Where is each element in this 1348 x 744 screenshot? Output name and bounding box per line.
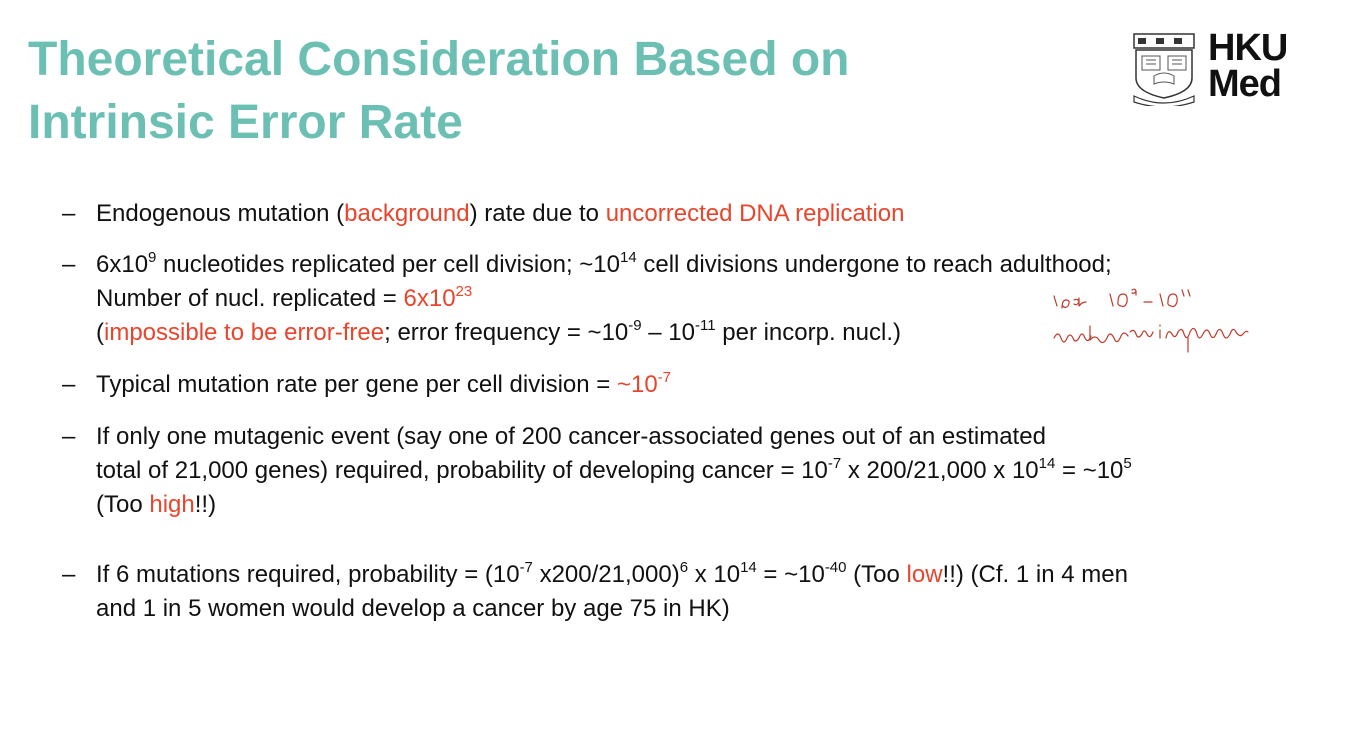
text-run: If 6 mutations required, probability = (… [96,561,520,588]
text-run: ( [96,319,104,346]
bullet-dash: – [62,561,76,588]
highlight-uncorrected-dna-replication: uncorrected DNA replication [605,200,905,227]
bullet-dash: – [62,371,76,398]
bullet-text: 6x109 nucleotides replicated per cell di… [96,248,1112,350]
superscript: 14 [620,249,637,266]
text-run: ; error frequency = ~10 [384,319,629,346]
text-run: total of 21,000 genes) required, probabi… [96,457,828,484]
bullet-text: Typical mutation rate per gene per cell … [96,368,671,402]
logo-line-1: HKU [1208,27,1288,69]
text-run: !!) [194,491,217,518]
text-run: = ~10 [756,561,825,588]
hku-med-logo: HKU Med [1128,28,1304,108]
text-line: 6x109 nucleotides replicated per cell di… [96,248,1112,282]
superscript: -40 [824,559,847,576]
superscript: -9 [628,317,642,334]
text-run: – 10 [641,319,695,346]
logo-line-2: Med [1208,63,1282,105]
text-run: nucleotides replicated per cell division… [156,251,620,278]
university-crest-icon [1133,33,1195,106]
text-line: If 6 mutations required, probability = (… [96,558,1128,592]
bullet-text: Endogenous mutation (background) rate du… [96,197,905,231]
text-run: !!) (Cf. 1 in 4 men [942,561,1128,588]
superscript: -7 [657,369,672,386]
highlight-total-replicated: 6x10 [403,285,456,312]
text-line: total of 21,000 genes) required, probabi… [96,454,1132,488]
bullet-dash: – [62,251,76,278]
superscript: 14 [1038,455,1056,472]
superscript: -11 [695,317,716,334]
text-run: Endogenous mutation ( [96,200,345,227]
text-line: (impossible to be error-free; error freq… [96,316,1112,350]
text-run: per incorp. nucl.) [715,319,901,346]
title-line-1: Theoretical Consideration Based on [28,33,850,86]
superscript: 23 [455,283,473,300]
superscript: 14 [740,559,757,576]
text-run: cell divisions undergone to reach adulth… [636,251,1112,278]
bullet-text: If 6 mutations required, probability = (… [96,558,1128,626]
slide-title: Theoretical Consideration Based on Intri… [28,28,849,154]
logo-text: HKU Med [1208,27,1288,105]
text-run: 6x10 [96,251,149,278]
superscript: 5 [1123,455,1132,472]
handwritten-annotation [1053,288,1249,353]
bullet-text: If only one mutagenic event (say one of … [96,420,1132,522]
highlight-mutation-rate: ~10 [616,371,658,398]
bullet-dash: – [62,200,76,227]
text-run: ) rate due to [469,200,606,227]
text-run: Number of nucl. replicated = [96,285,404,312]
superscript: 9 [148,249,157,266]
bullet-dash: – [62,423,76,450]
text-run: = ~10 [1055,457,1124,484]
text-line: Number of nucl. replicated = 6x1023 [96,282,1112,316]
text-line: and 1 in 5 women would develop a cancer … [96,595,730,622]
superscript: -7 [827,455,842,472]
highlight-background: background [344,200,470,227]
title-line-2: Intrinsic Error Rate [28,96,463,149]
text-run: (Too [96,491,150,518]
text-line: (Too high!!) [96,488,1132,522]
text-line: If only one mutagenic event (say one of … [96,423,1046,450]
highlight-impossible-error-free: impossible to be error-free [104,319,385,346]
superscript: -7 [519,559,533,576]
text-run: x200/21,000) [532,561,680,588]
text-run: x 10 [688,561,741,588]
text-run: Typical mutation rate per gene per cell … [96,371,617,398]
highlight-high: high [149,491,195,518]
superscript: 6 [679,559,689,576]
text-run: (Too [846,561,907,588]
text-run: x 200/21,000 x 10 [841,457,1039,484]
highlight-low: low [906,561,943,588]
